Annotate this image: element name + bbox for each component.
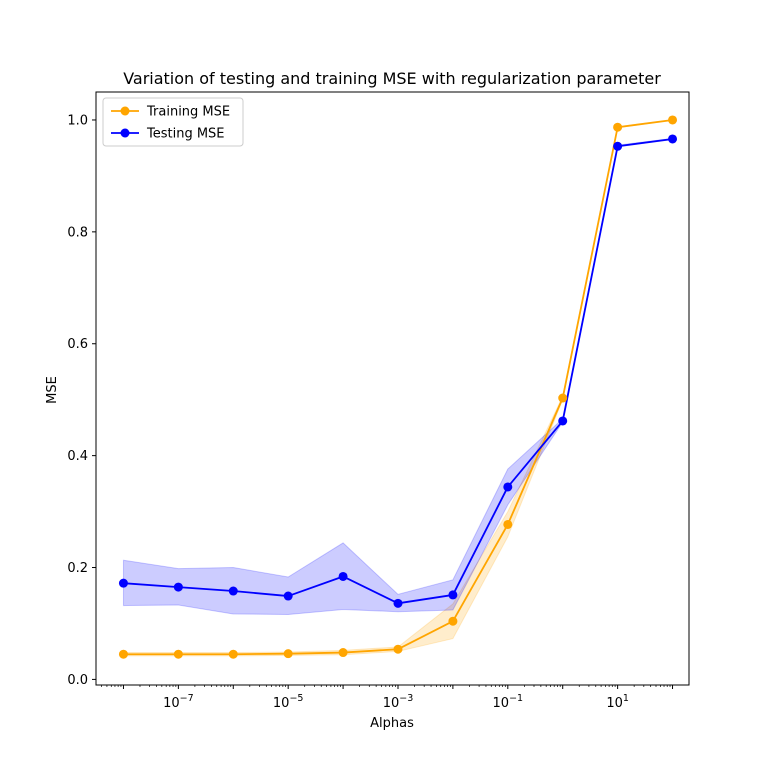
point-training <box>338 648 348 658</box>
point-training <box>668 115 678 125</box>
point-testing <box>613 141 623 151</box>
point-testing <box>173 582 183 592</box>
point-training <box>558 393 568 403</box>
point-testing <box>393 598 403 608</box>
legend-label-testing: Testing MSE <box>146 127 225 142</box>
point-training <box>173 649 183 659</box>
x-axis-label: Alphas <box>370 716 414 731</box>
axes: 0.0 0.2 0.4 0.6 0.8 1.0 10−7 10−5 10−3 10−1 101 <box>67 91 690 711</box>
y-tick-label: 0.6 <box>67 337 88 352</box>
point-testing <box>448 590 458 600</box>
y-tick-label: 0.0 <box>67 673 88 688</box>
point-training <box>613 122 623 132</box>
y-axis-label: MSE <box>45 376 60 404</box>
series-markers <box>118 115 678 659</box>
point-testing <box>503 482 513 492</box>
legend-label-training: Training MSE <box>146 105 230 120</box>
x-tick-label: 10−1 <box>493 693 524 711</box>
y-tick-label: 1.0 <box>67 113 88 128</box>
x-tick-label: 101 <box>606 693 629 711</box>
legend-marker-testing <box>120 128 130 138</box>
y-tick-label: 0.4 <box>67 449 88 464</box>
legend-marker-training <box>120 106 130 116</box>
x-tick-label: 10−7 <box>163 693 194 711</box>
point-testing <box>338 571 348 581</box>
legend: Training MSE Testing MSE <box>102 97 244 147</box>
x-tick-label: 10−3 <box>383 693 414 711</box>
point-training <box>448 616 458 626</box>
chart-title: Variation of testing and training MSE wi… <box>123 69 661 88</box>
point-testing <box>228 586 238 596</box>
point-testing <box>283 591 293 601</box>
point-training <box>393 644 403 654</box>
x-tick-label: 10−5 <box>273 693 304 711</box>
point-training <box>283 649 293 659</box>
point-training <box>118 649 128 659</box>
point-training <box>228 649 238 659</box>
point-training <box>503 519 513 529</box>
y-tick-label: 0.8 <box>67 225 88 240</box>
point-testing <box>558 416 568 426</box>
point-testing <box>668 134 678 144</box>
legend-box <box>102 97 244 147</box>
point-testing <box>118 578 128 588</box>
y-tick-label: 0.2 <box>67 561 88 576</box>
